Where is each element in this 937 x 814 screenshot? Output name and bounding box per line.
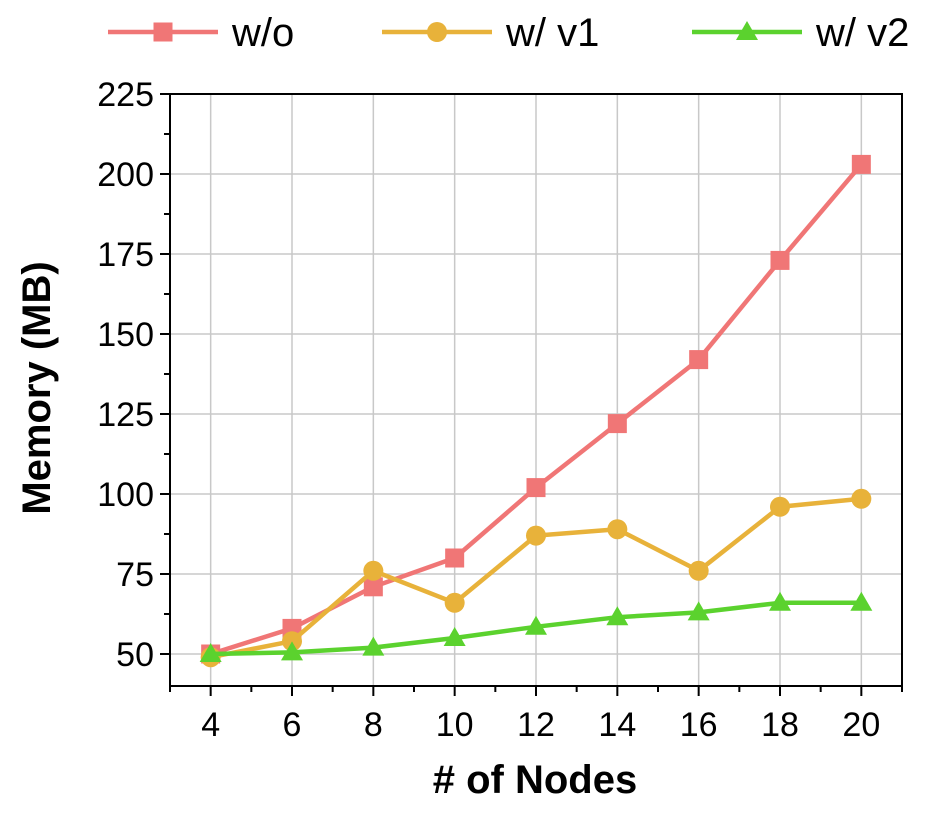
data-point-w-v2 <box>525 615 547 635</box>
x-tick-label: 18 <box>761 706 799 744</box>
data-point-w-v2 <box>606 606 629 626</box>
data-point-w-v1 <box>526 525 546 546</box>
data-point-w-o <box>851 154 871 174</box>
data-point-w-o <box>607 414 627 434</box>
legend-label-w-v1: w/ v1 <box>505 11 599 55</box>
data-point-w-v1 <box>851 488 872 509</box>
data-point-w-v2 <box>199 643 222 662</box>
data-point-w-v2 <box>769 591 791 611</box>
legend: w/o w/ v1 w/ v2 <box>108 11 909 55</box>
data-point-w-v1 <box>444 592 465 613</box>
axes: 50 75 100 125 150 175 200 225 4 6 8 10 12 14 16 18 20 <box>97 76 903 744</box>
y-tick-label: 175 <box>97 236 154 274</box>
x-tick-label: 12 <box>517 706 555 744</box>
data-point-w-v2 <box>443 627 466 646</box>
y-tick-label: 125 <box>97 396 154 434</box>
data-point-w-o <box>770 250 790 270</box>
data-point-w-v2 <box>281 641 303 661</box>
y-tick-label: 50 <box>116 636 154 674</box>
y-tick-label: 225 <box>97 76 154 114</box>
data-point-w-v2 <box>362 636 385 656</box>
legend-marker-w-o <box>153 22 173 42</box>
y-tick-label: 150 <box>97 316 154 354</box>
series <box>199 154 873 668</box>
data-point-w-v1 <box>688 560 709 581</box>
data-point-w-v1 <box>770 496 790 517</box>
data-point-w-v1 <box>282 631 302 652</box>
data-point-w-v2 <box>687 601 710 621</box>
x-tick-label: 4 <box>201 706 220 744</box>
data-point-w-o <box>445 548 465 568</box>
y-tick-label: 75 <box>116 556 154 594</box>
x-tick-label: 14 <box>598 706 636 744</box>
x-tick-label: 20 <box>842 706 880 744</box>
data-point-w-v1 <box>607 519 628 540</box>
data-point-w-o <box>689 350 709 370</box>
x-tick-label: 8 <box>364 706 383 744</box>
y-tick-label: 100 <box>97 476 154 514</box>
legend-label-w-o: w/o <box>231 11 294 55</box>
y-tick-label: 200 <box>97 156 154 194</box>
x-tick-label: 6 <box>283 706 302 744</box>
data-point-w-o <box>363 577 383 597</box>
legend-label-w-v2: w/ v2 <box>815 11 909 55</box>
data-point-w-o <box>526 478 546 498</box>
legend-marker-w-v1 <box>427 22 447 42</box>
x-axis-title: # of Nodes <box>433 758 637 802</box>
y-axis-title: Memory (MB) <box>15 261 59 514</box>
x-tick-label: 16 <box>680 706 718 744</box>
data-point-w-v2 <box>850 591 873 611</box>
grid <box>170 93 902 686</box>
data-point-w-v1 <box>363 560 384 581</box>
legend-marker-w-v2 <box>736 21 758 40</box>
x-tick-label: 10 <box>436 706 474 744</box>
